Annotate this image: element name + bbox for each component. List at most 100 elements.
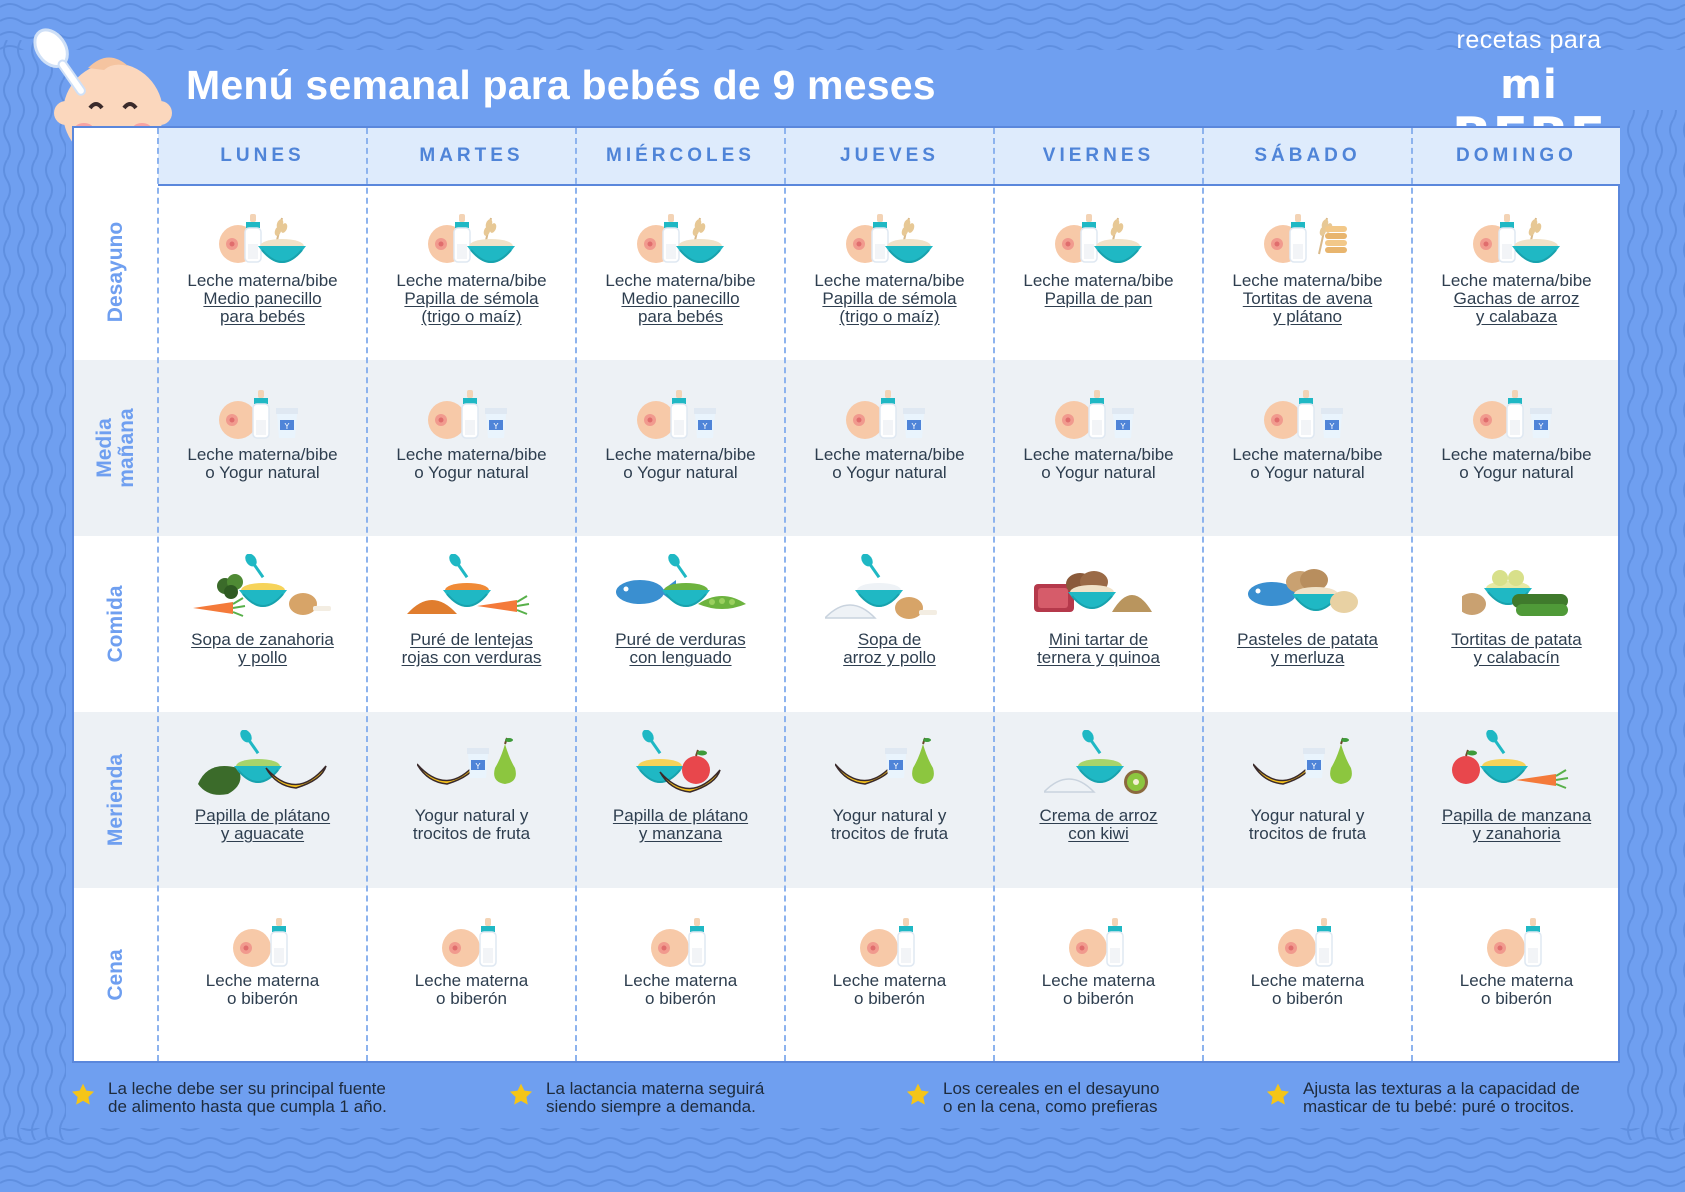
menu-item-line2[interactable]: y zanahoria (1472, 824, 1561, 843)
menu-item-line1: Leche materna/bibe (187, 271, 338, 290)
menu-item-line1[interactable]: Pasteles de patata (1237, 630, 1378, 649)
days-header-row: LUNES MARTES MIÉRCOLES JUEVES VIERNES SÁBADO D… (158, 128, 1620, 186)
menu-item-line1: Leche materna (1459, 971, 1574, 990)
menu-cell: Sopa de zanahoria y pollo (158, 536, 367, 712)
rice-kiwi-cream-icon (1041, 729, 1154, 805)
day-header-0: LUNES (220, 145, 305, 166)
menu-item-line2[interactable]: y merluza (1270, 648, 1345, 667)
menu-item-text: Sopa de arroz y pollo (785, 631, 994, 667)
menu-item-line1[interactable]: Crema de arroz (1039, 806, 1158, 825)
column-divider (784, 128, 786, 1061)
menu-cell: Leche materna o biberón (1203, 888, 1412, 1061)
menu-item-line2[interactable]: Medio panecillo (203, 289, 322, 308)
menu-item-line2: o biberón (227, 989, 298, 1008)
menu-item-line2: o Yogur natural (1041, 463, 1156, 482)
menu-item-text: Mini tartar de ternera y quinoa (994, 631, 1203, 667)
menu-cell: Papilla de manzana y zanahoria (1412, 712, 1621, 888)
menu-item-line2[interactable]: y calabacín (1473, 648, 1560, 667)
menu-item-line2: trocitos de fruta (1248, 824, 1367, 843)
menu-item-line3[interactable]: (trigo o maíz) (421, 307, 522, 326)
column-divider (993, 128, 995, 1061)
menu-item-line1: Leche materna/bibe (1232, 445, 1383, 464)
menu-item-line3[interactable]: para bebés (219, 307, 306, 326)
menu-item-line2[interactable]: Gachas de arroz (1453, 289, 1580, 308)
meal-label: Media mañana (74, 360, 158, 536)
meal-row: Cena Leche materna o biberón Leche materna o… (74, 888, 1618, 1061)
menu-item-line1: Leche materna/bibe (396, 445, 547, 464)
menu-item-line3[interactable]: para bebés (637, 307, 724, 326)
menu-item-text: Yogur natural y trocitos de fruta (785, 807, 994, 843)
menu-cell: Y Yogur natural y trocitos de fruta (785, 712, 994, 888)
menu-item-line1[interactable]: Papilla de manzana (1441, 806, 1592, 825)
page-title: Menú semanal para bebés de 9 meses (186, 62, 936, 108)
star-icon (1266, 1083, 1290, 1105)
menu-item-line2[interactable]: con kiwi (1068, 824, 1129, 843)
menu-cell: Papilla de plátano y manzana (576, 712, 785, 888)
note-line1: La lactancia materna seguirá (546, 1079, 765, 1098)
menu-item-text: Leche materna/bibe Medio panecillo para be… (576, 272, 785, 326)
menu-item-line3[interactable]: (trigo o maíz) (839, 307, 940, 326)
menu-item-line2[interactable]: Medio panecillo (621, 289, 740, 308)
menu-item-line3[interactable]: y plátano (1273, 307, 1342, 326)
lentil-puree-icon (406, 553, 537, 629)
menu-item-line2: o Yogur natural (832, 463, 947, 482)
svg-text:Y: Y (892, 762, 898, 771)
svg-text:Y: Y (474, 762, 480, 771)
menu-item-line1[interactable]: Puré de lentejas (410, 630, 533, 649)
menu-item-line2[interactable]: arroz y pollo (843, 648, 936, 667)
menu-item-line2[interactable]: Papilla de sémola (822, 289, 957, 308)
menu-item-line1[interactable]: Puré de verduras (615, 630, 746, 649)
meal-label-line2: mañana (115, 408, 138, 488)
note-text: Ajusta las texturas a la capacidad de mas… (1303, 1080, 1580, 1116)
menu-cell: Puré de lentejas rojas con verduras (367, 536, 576, 712)
menu-item-line2: o Yogur natural (623, 463, 738, 482)
menu-item-line2[interactable]: rojas con verduras (401, 648, 542, 667)
day-header-3: JUEVES (840, 145, 939, 166)
menu-item-line2: trocitos de fruta (412, 824, 531, 843)
yogurt-fruit-icon: Y (1251, 730, 1363, 805)
menu-item-line2[interactable]: Tortitas de avena (1242, 289, 1373, 308)
menu-item-text: Leche materna/bibe o Yogur natural (1412, 446, 1621, 482)
menu-item-line2[interactable]: Papilla de sémola (404, 289, 539, 308)
menu-item-line3[interactable]: y calabaza (1475, 307, 1558, 326)
menu-cell: Leche materna o biberón (994, 888, 1203, 1061)
fish-potato-icon (1247, 554, 1368, 629)
menu-item-line1: Leche materna/bibe (1023, 271, 1174, 290)
menu-item-line2[interactable]: y aguacate (220, 824, 305, 843)
menu-item-text: Leche materna o biberón (158, 972, 367, 1008)
menu-item-line2: o biberón (1272, 989, 1343, 1008)
day-header-2: MIÉRCOLES (606, 145, 755, 166)
menu-item-line2[interactable]: y manzana (638, 824, 723, 843)
menu-item-text: Sopa de zanahoria y pollo (158, 631, 367, 667)
menu-item-line1: Leche materna/bibe (814, 271, 965, 290)
menu-item-line1: Leche materna (623, 971, 738, 990)
menu-item-line1[interactable]: Sopa de zanahoria (191, 630, 334, 649)
menu-item-line1[interactable]: Papilla de plátano (612, 806, 749, 825)
brand-mi: mi (1500, 62, 1558, 108)
note-line1: Los cereales en el desayuno (943, 1079, 1160, 1098)
menu-item-line2: trocitos de fruta (830, 824, 949, 843)
note-line2: de alimento hasta que cumpla 1 año. (108, 1097, 387, 1116)
menu-cell: Y Leche materna/bibe o Yogur natural (576, 360, 785, 536)
menu-item-line2[interactable]: Papilla de pan (1044, 289, 1153, 308)
menu-item-line2: o biberón (645, 989, 716, 1008)
carrot-chicken-soup-icon (192, 553, 333, 629)
meal-label: Comida (74, 536, 158, 712)
menu-item-line1[interactable]: Mini tartar de (1048, 630, 1149, 649)
menu-item-line1[interactable]: Tortitas de patata (1451, 630, 1582, 649)
menu-item-line2: o biberón (436, 989, 507, 1008)
menu-item-line2[interactable]: ternera y quinoa (1037, 648, 1160, 667)
menu-item-line2[interactable]: y pollo (237, 648, 288, 667)
menu-item-line1: Yogur natural y (832, 806, 947, 825)
menu-cell: Leche materna/bibe Gachas de arroz y calab… (1412, 184, 1621, 360)
menu-item-line1[interactable]: Sopa de (857, 630, 922, 649)
meal-label-text: Cena (104, 948, 127, 1001)
menu-item-line2[interactable]: con lenguado (629, 648, 732, 667)
note-line2: masticar de tu bebé: puré o trocitos. (1303, 1097, 1575, 1116)
menu-item-text: Yogur natural y trocitos de fruta (367, 807, 576, 843)
menu-item-line1[interactable]: Papilla de plátano (194, 806, 331, 825)
breastmilk-bottle-yogurt-icon: Y (1472, 390, 1562, 447)
menu-item-text: Leche materna/bibe o Yogur natural (994, 446, 1203, 482)
